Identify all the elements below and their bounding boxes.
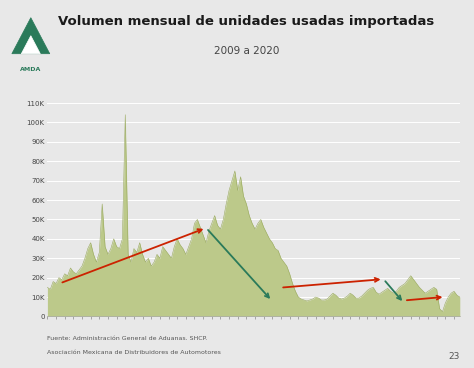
- Text: 2009 a 2020: 2009 a 2020: [214, 46, 279, 56]
- Text: AMDA: AMDA: [20, 67, 42, 72]
- Text: Volumen mensual de unidades usadas importadas: Volumen mensual de unidades usadas impor…: [58, 15, 435, 28]
- Text: Fuente: Administración General de Aduanas. SHCP.: Fuente: Administración General de Aduana…: [47, 336, 208, 342]
- Polygon shape: [12, 18, 50, 54]
- Polygon shape: [21, 36, 40, 54]
- Text: Asociación Mexicana de Distribuidores de Automotores: Asociación Mexicana de Distribuidores de…: [47, 350, 221, 355]
- Text: 23: 23: [448, 352, 460, 361]
